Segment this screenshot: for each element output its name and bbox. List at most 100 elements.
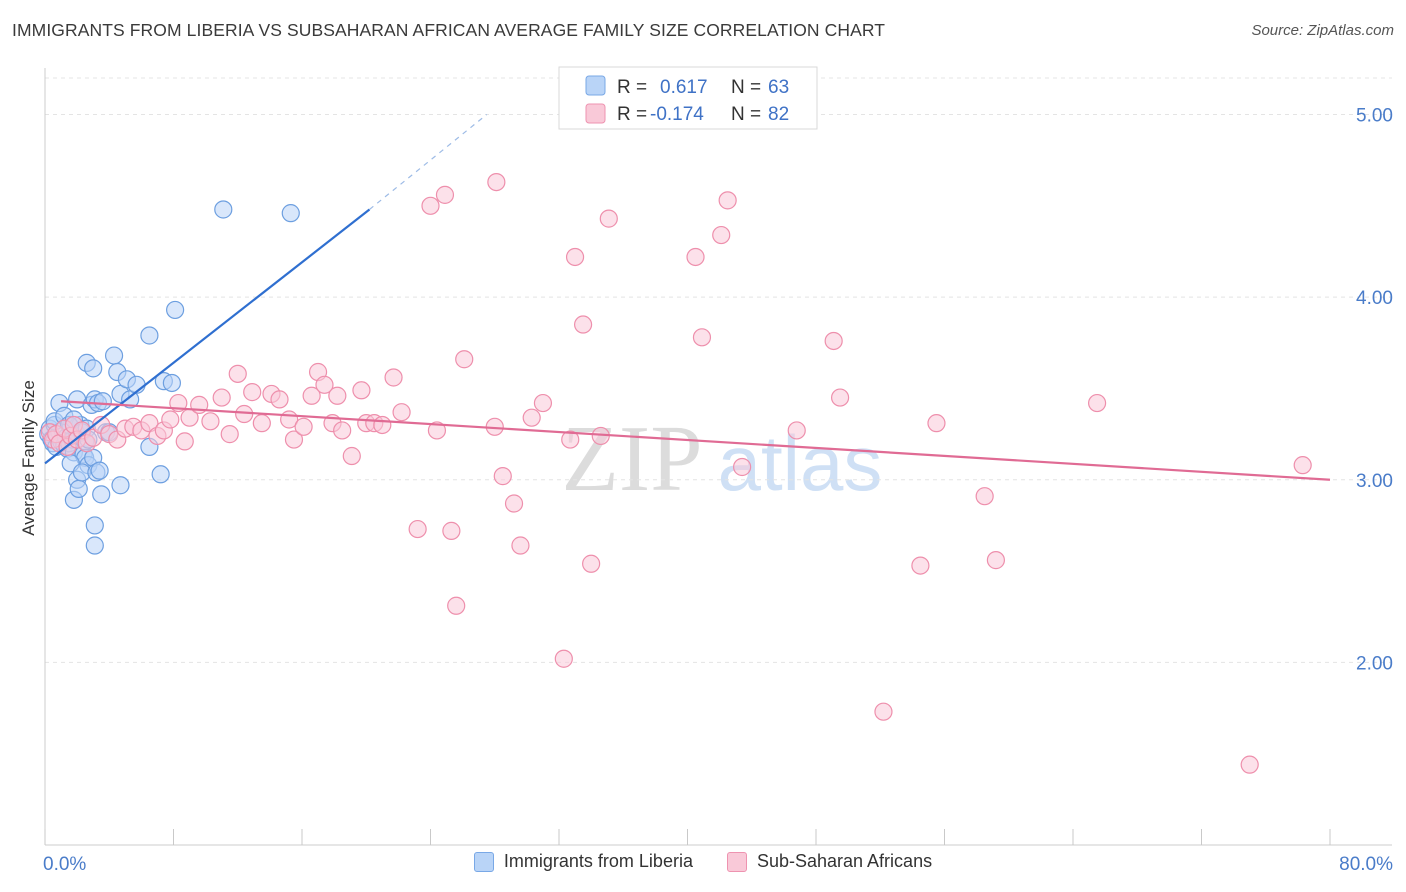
y-tick-label: 2.00	[1356, 653, 1393, 674]
subsaharan-point	[511, 536, 530, 555]
liberia-point	[140, 326, 159, 345]
subsaharan-point	[692, 328, 712, 347]
subsaharan-point	[712, 225, 731, 245]
y-tick-label: 4.00	[1356, 288, 1393, 309]
subsaharan-point	[161, 410, 180, 429]
gridlines	[45, 77, 1392, 663]
subsaharan-point	[328, 386, 347, 405]
subsaharan-point	[342, 446, 361, 466]
subsaharan-point	[384, 368, 403, 387]
subsaharan-point	[1240, 755, 1259, 774]
subsaharan-point	[447, 596, 466, 615]
subsaharan-point	[270, 390, 289, 409]
subsaharan-point	[1087, 393, 1107, 413]
liberia-point	[281, 204, 300, 223]
tick-labels: 2.00 3.00 4.00 5.00 0.0% 80.0%	[43, 106, 1393, 875]
subsaharan-point	[333, 421, 352, 440]
liberia-point	[151, 465, 170, 484]
watermark: ZIP atlas	[562, 407, 883, 511]
legend-swatch-blue	[473, 851, 494, 872]
subsaharan-point	[573, 315, 593, 334]
trend-lines	[44, 114, 1331, 481]
liberia-trend-extension	[369, 114, 488, 210]
subsaharan-point	[487, 172, 506, 192]
liberia-point	[111, 476, 130, 495]
legend-r-value: 0.617	[660, 77, 708, 98]
bottom-legend: Immigrants from Liberia Sub-Saharan Afri…	[0, 851, 1406, 872]
subsaharan-point	[315, 375, 334, 394]
liberia-point	[162, 373, 181, 393]
subsaharan-point	[175, 432, 194, 451]
subsaharan-point	[830, 388, 850, 407]
subsaharan-point	[787, 421, 806, 440]
subsaharan-point	[874, 702, 893, 721]
subsaharan-point	[252, 414, 271, 433]
y-tick-label: 5.00	[1356, 106, 1393, 127]
axes	[44, 68, 1392, 846]
source-label: Source: ZipAtlas.com	[1251, 22, 1394, 39]
subsaharan-point	[284, 430, 304, 449]
subsaharan-point	[201, 412, 220, 431]
chart-title: IMMIGRANTS FROM LIBERIA VS SUBSAHARAN AF…	[12, 20, 886, 40]
liberia-point	[92, 485, 111, 504]
legend-n-label: N =	[731, 104, 761, 125]
legend: R = 0.617 N = 63 R = -0.174 N = 82	[558, 66, 818, 130]
legend-label-subsaharan: Sub-Saharan Africans	[756, 851, 933, 871]
y-tick-label: 3.00	[1356, 471, 1393, 492]
liberia-point	[69, 479, 88, 498]
y-axis-label: Average Family Size	[19, 380, 38, 536]
subsaharan-point	[975, 487, 994, 506]
liberia-point	[93, 392, 112, 411]
subsaharan-point	[718, 191, 737, 210]
legend-item-liberia: Immigrants from Liberia	[473, 851, 693, 872]
liberia-point	[90, 461, 109, 480]
legend-n-value: 63	[768, 77, 789, 98]
subsaharan-point	[408, 519, 427, 539]
subsaharan-point	[533, 393, 553, 413]
legend-r-value: -0.174	[650, 104, 704, 125]
liberia-point	[85, 536, 104, 555]
subsaharan-point	[435, 185, 455, 204]
subsaharan-point	[220, 425, 239, 444]
legend-r-label: R =	[617, 77, 647, 98]
legend-swatch-pink	[585, 103, 606, 124]
subsaharan-point	[599, 209, 618, 228]
subsaharan-point	[733, 457, 752, 477]
liberia-point	[104, 346, 124, 365]
liberia-point	[84, 359, 103, 378]
subsaharan-point	[243, 383, 262, 402]
subsaharan-point	[373, 415, 392, 435]
liberia-point	[166, 300, 185, 320]
subsaharan-point	[294, 417, 313, 436]
subsaharan-point	[228, 364, 247, 383]
subsaharan-point	[442, 521, 461, 540]
subsaharan-point	[455, 350, 474, 369]
legend-r-label: R =	[617, 104, 647, 125]
x-tick-label: 80.0%	[1339, 854, 1393, 875]
subsaharan-point	[554, 649, 573, 668]
legend-item-subsaharan: Sub-Saharan Africans	[726, 851, 933, 872]
subsaharan-point	[212, 388, 231, 407]
subsaharan-point	[686, 247, 705, 267]
subsaharan-trend-line	[60, 400, 1331, 481]
subsaharan-point	[504, 494, 524, 513]
subsaharan-point	[565, 247, 585, 267]
subsaharan-point	[352, 381, 371, 400]
liberia-point	[85, 516, 104, 535]
legend-swatch-pink	[726, 851, 747, 872]
subsaharan-point	[392, 403, 411, 422]
liberia-trend-line	[44, 208, 371, 465]
subsaharan-point	[911, 556, 930, 575]
subsaharan-point	[493, 467, 512, 486]
legend-swatch-blue	[585, 75, 606, 96]
subsaharan-point	[986, 551, 1006, 570]
x-tick-label: 0.0%	[43, 854, 86, 875]
legend-n-label: N =	[731, 77, 761, 98]
subsaharan-point	[561, 430, 580, 449]
subsaharan-point	[140, 414, 159, 433]
watermark-zip: ZIP	[562, 407, 703, 511]
subsaharan-point	[302, 386, 321, 405]
subsaharan-point	[427, 421, 447, 440]
subsaharan-point	[1293, 456, 1312, 475]
subsaharan-point	[927, 414, 946, 433]
